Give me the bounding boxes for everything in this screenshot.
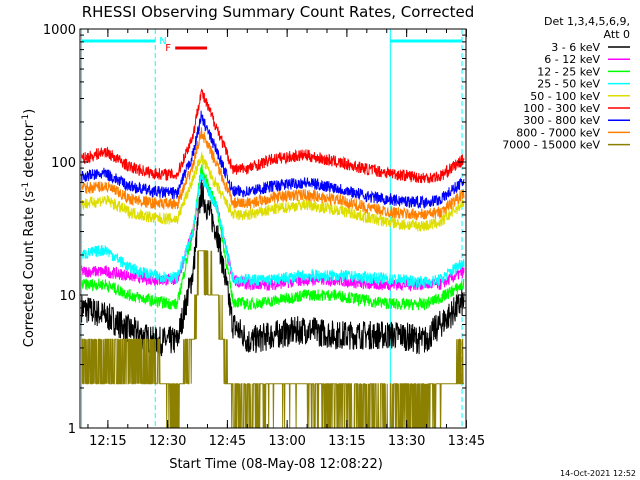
x-tick-label-0: 12:15 (89, 434, 126, 449)
legend-label-2: 12 - 25 keV (537, 65, 600, 78)
x-tick-label-6: 13:45 (448, 434, 485, 449)
series-line-7 (81, 127, 465, 221)
flare-bar-label: F (165, 43, 171, 54)
y-tick-label-3: 1000 (43, 23, 76, 38)
y-tick-label-0: 1 (68, 422, 76, 437)
legend-label-0: 3 - 6 keV (551, 41, 600, 54)
chart-title: RHESSI Observing Summary Count Rates, Co… (82, 3, 475, 21)
series-line-4 (81, 152, 465, 232)
legend-label-3: 25 - 50 keV (537, 78, 600, 91)
attenuator-bar-label-0: N (159, 36, 166, 47)
series-line-5 (81, 88, 465, 184)
series-line-0 (81, 178, 465, 357)
series-line-8 (81, 250, 464, 428)
series-traces (81, 88, 465, 428)
legend-label-7: 800 - 7000 keV (516, 126, 600, 139)
y-axis-label: Corrected Count Rate (s-1 detector-1) (21, 109, 37, 347)
y-tick-label-1: 10 (59, 289, 76, 304)
x-tick-label-3: 13:00 (268, 434, 305, 449)
x-tick-label-1: 12:30 (149, 434, 186, 449)
legend-header-line-2: Att 0 (604, 28, 630, 41)
series-line-3 (81, 173, 465, 289)
legend-label-8: 7000 - 15000 keV (502, 139, 600, 152)
y-tick-label-2: 100 (51, 156, 76, 171)
series-line-6 (81, 110, 465, 209)
x-axis-label: Start Time (08-May-08 12:08:22) (169, 457, 383, 472)
legend-header-line-1: Det 1,3,4,5,6,9, (544, 15, 630, 28)
plot-frame (79, 28, 467, 429)
x-tick-label-4: 13:15 (328, 434, 365, 449)
render-timestamp: 14-Oct-2021 12:52 (560, 469, 636, 478)
plot-area: NF 1 10 100 1000 12:15 12:30 12:45 13:00 13:15 13:… (43, 23, 630, 449)
legend-label-5: 100 - 300 keV (523, 102, 600, 115)
legend-label-4: 50 - 100 keV (530, 90, 600, 103)
x-tick-label-5: 13:30 (388, 434, 425, 449)
x-tick-label-2: 12:45 (209, 434, 246, 449)
series-line-2 (81, 164, 465, 311)
legend-label-6: 300 - 800 keV (523, 114, 600, 127)
legend-label-1: 6 - 12 keV (544, 53, 600, 66)
